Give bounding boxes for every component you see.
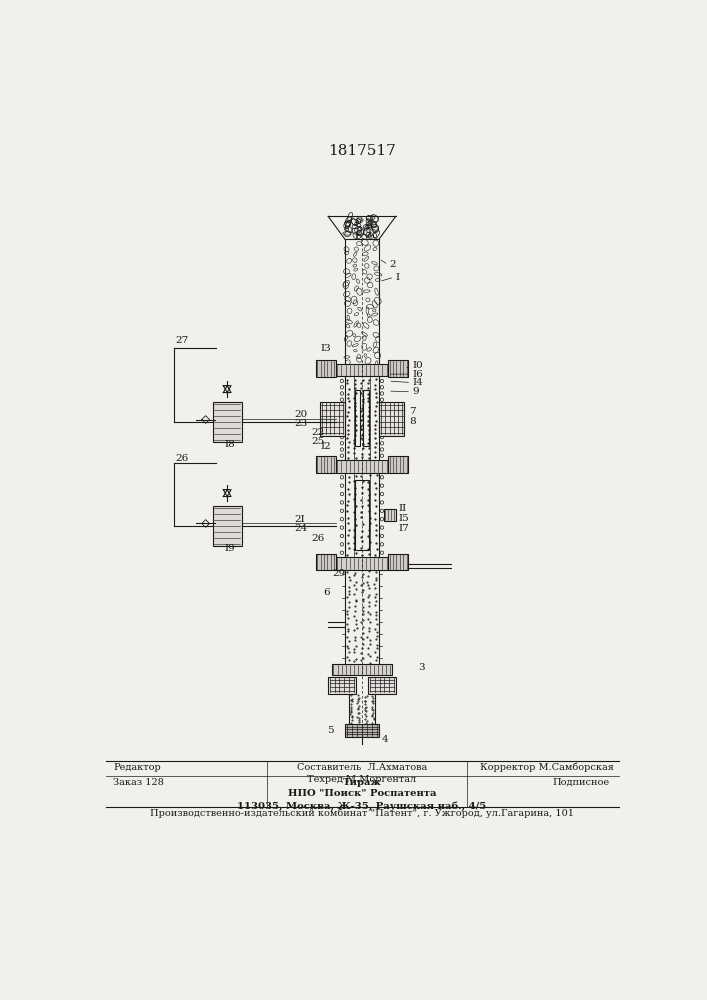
Text: 29: 29: [332, 569, 345, 578]
Text: Корректор М.Самборская: Корректор М.Самборская: [480, 763, 614, 772]
Text: Редактор: Редактор: [113, 763, 161, 772]
Bar: [368, 677, 396, 694]
Text: Составитель  Л.Ахматова
Техред М.Моргентал: Составитель Л.Ахматова Техред М.Моргента…: [297, 763, 427, 784]
Bar: [388, 554, 408, 570]
Text: 24: 24: [294, 524, 308, 533]
Text: I7: I7: [398, 524, 409, 533]
Text: 20: 20: [294, 410, 308, 419]
Bar: [328, 677, 356, 694]
Bar: [332, 664, 392, 675]
Text: 22: 22: [311, 428, 325, 437]
Text: I0: I0: [413, 361, 423, 370]
Bar: [388, 360, 408, 377]
Text: II: II: [398, 504, 407, 513]
Text: 7: 7: [409, 407, 416, 416]
Text: 5: 5: [327, 726, 334, 735]
Text: I6: I6: [413, 370, 423, 379]
Text: Заказ 128: Заказ 128: [113, 778, 164, 787]
Bar: [379, 402, 404, 436]
Bar: [213, 402, 242, 442]
Text: I2: I2: [320, 442, 331, 451]
Bar: [213, 506, 242, 546]
Text: 26: 26: [311, 534, 325, 543]
Text: 2: 2: [390, 260, 397, 269]
Text: I5: I5: [398, 514, 409, 523]
Bar: [320, 402, 345, 436]
Bar: [316, 360, 336, 377]
Bar: [336, 364, 388, 376]
Text: Производственно-издательский комбинат "Патент", г. Ужгород, ул.Гагарина, 101: Производственно-издательский комбинат "П…: [150, 808, 574, 818]
Text: 23: 23: [294, 419, 308, 428]
Text: I4: I4: [413, 378, 423, 387]
Text: 2I: 2I: [294, 515, 305, 524]
Bar: [355, 480, 369, 550]
Text: 1817517: 1817517: [328, 144, 396, 158]
Bar: [345, 724, 379, 737]
Bar: [388, 456, 408, 473]
Text: I8: I8: [225, 440, 235, 449]
Text: 26: 26: [175, 454, 189, 463]
Bar: [363, 390, 369, 446]
Text: 6: 6: [324, 588, 330, 597]
Text: I3: I3: [320, 344, 331, 353]
Bar: [355, 390, 361, 446]
Bar: [316, 456, 336, 473]
Bar: [383, 509, 396, 521]
Text: 4: 4: [381, 735, 388, 744]
Text: 27: 27: [175, 336, 189, 345]
Text: 8: 8: [409, 417, 416, 426]
Text: I: I: [396, 273, 400, 282]
Text: 9: 9: [413, 387, 419, 396]
Text: 3: 3: [418, 663, 425, 672]
Bar: [336, 557, 388, 570]
Text: Подписное: Подписное: [552, 778, 609, 787]
Text: I9: I9: [225, 544, 235, 553]
Bar: [336, 460, 388, 473]
Text: Тираж
НПО "Поиск" Роспатента
113035, Москва, Ж-35, Раушская наб., 4/5: Тираж НПО "Поиск" Роспатента 113035, Мос…: [238, 778, 486, 811]
Bar: [316, 554, 336, 570]
Text: 25: 25: [311, 437, 325, 446]
